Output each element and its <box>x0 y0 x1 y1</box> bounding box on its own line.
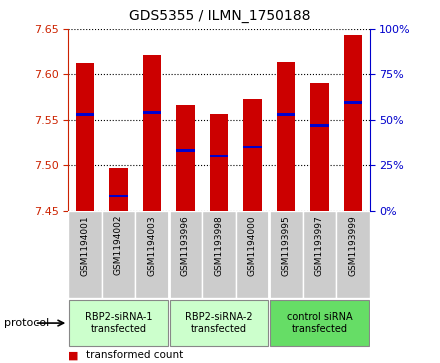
Bar <box>109 195 128 197</box>
Bar <box>210 155 228 158</box>
Bar <box>336 211 370 298</box>
Bar <box>76 113 94 116</box>
Text: transformed count: transformed count <box>86 350 183 360</box>
Text: control siRNA
transfected: control siRNA transfected <box>286 312 352 334</box>
Bar <box>176 105 194 211</box>
Text: GSM1194001: GSM1194001 <box>81 215 89 276</box>
Text: RBP2-siRNA-2
transfected: RBP2-siRNA-2 transfected <box>185 312 253 334</box>
Text: GSM1194002: GSM1194002 <box>114 215 123 276</box>
Bar <box>243 99 262 211</box>
Text: GSM1193997: GSM1193997 <box>315 215 324 276</box>
Text: GSM1194003: GSM1194003 <box>147 215 157 276</box>
Bar <box>270 300 369 346</box>
Bar <box>310 124 329 127</box>
Text: GSM1193998: GSM1193998 <box>214 215 224 276</box>
Text: protocol: protocol <box>4 318 50 328</box>
Text: RBP2-siRNA-1
transfected: RBP2-siRNA-1 transfected <box>84 312 152 334</box>
Bar <box>277 113 295 116</box>
Bar <box>143 55 161 211</box>
Bar <box>176 149 194 152</box>
Text: GSM1194000: GSM1194000 <box>248 215 257 276</box>
Text: GSM1193995: GSM1193995 <box>281 215 290 276</box>
Bar <box>170 300 268 346</box>
Bar <box>210 114 228 211</box>
Bar <box>344 35 362 211</box>
Bar <box>310 83 329 211</box>
Bar <box>68 211 102 298</box>
Bar <box>109 168 128 211</box>
Bar <box>202 211 236 298</box>
Bar <box>236 211 269 298</box>
Bar <box>69 300 168 346</box>
Bar <box>270 300 369 346</box>
Bar <box>135 211 169 298</box>
Text: GDS5355 / ILMN_1750188: GDS5355 / ILMN_1750188 <box>129 9 311 23</box>
Bar <box>269 211 303 298</box>
Bar <box>76 62 94 211</box>
Bar <box>344 101 362 104</box>
Bar <box>102 211 135 298</box>
Bar <box>169 211 202 298</box>
Bar <box>243 146 262 148</box>
Bar <box>303 211 336 298</box>
Text: GSM1193999: GSM1193999 <box>348 215 357 276</box>
Text: GSM1193996: GSM1193996 <box>181 215 190 276</box>
Bar <box>69 300 168 346</box>
Text: ■: ■ <box>68 350 79 360</box>
Bar <box>143 111 161 114</box>
Bar <box>170 300 268 346</box>
Bar <box>277 62 295 211</box>
